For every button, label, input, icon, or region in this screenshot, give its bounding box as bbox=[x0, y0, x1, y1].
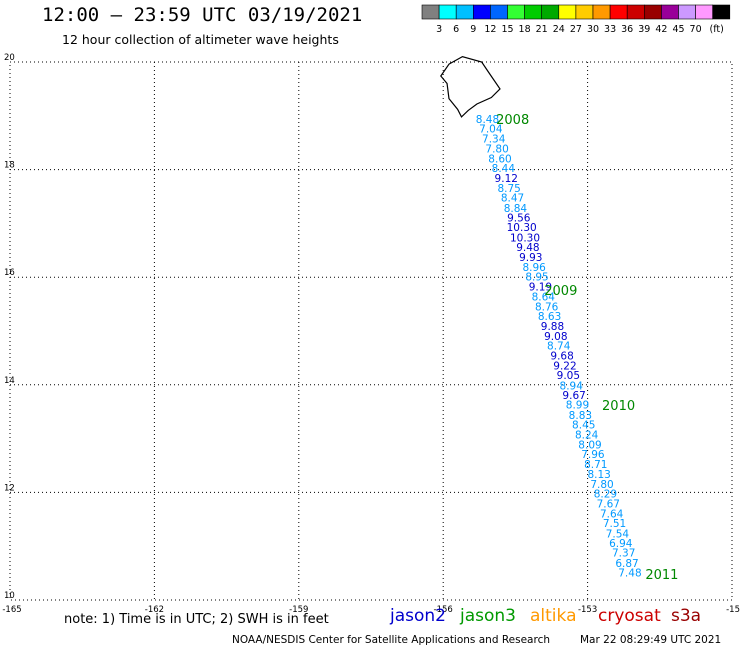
wave-height-label: 8.44 bbox=[492, 163, 516, 175]
wave-height-label: 9.68 bbox=[550, 351, 573, 363]
longitude-tick-label: -159 bbox=[289, 605, 308, 615]
generated-timestamp: Mar 22 08:29:49 UTC 2021 bbox=[580, 634, 722, 646]
legend-label: 18 bbox=[519, 24, 531, 35]
page-subtitle: 12 hour collection of altimeter wave hei… bbox=[62, 32, 339, 47]
wave-height-label: 8.74 bbox=[547, 341, 571, 353]
latitude-tick-label: 14 bbox=[4, 376, 15, 386]
wave-height-label: 10.30 bbox=[510, 232, 540, 244]
wave-height-label: 7.34 bbox=[482, 133, 506, 145]
wave-height-track: 8.487.047.347.808.608.449.128.758.478.84… bbox=[476, 114, 642, 580]
satellite-label-s3a: s3a bbox=[671, 606, 702, 626]
legend-label: 70 bbox=[690, 24, 702, 35]
legend-label: 24 bbox=[553, 24, 565, 35]
wave-height-label: 9.67 bbox=[562, 390, 585, 402]
wave-height-label: 9.56 bbox=[507, 212, 531, 224]
wave-height-label: 8.63 bbox=[538, 311, 561, 323]
legend-label: 3 bbox=[436, 24, 442, 35]
longitude-tick-label: -153 bbox=[578, 605, 597, 615]
wave-height-label: 9.05 bbox=[557, 370, 580, 382]
legend-label: 9 bbox=[470, 24, 476, 35]
wave-height-label: 8.48 bbox=[476, 114, 499, 126]
wave-height-label: 8.94 bbox=[560, 380, 584, 392]
legend-swatch bbox=[712, 4, 731, 20]
wave-height-label: 8.24 bbox=[575, 429, 599, 441]
wave-height-label: 9.19 bbox=[529, 281, 552, 293]
wave-height-label: 7.04 bbox=[479, 124, 503, 136]
longitude-tick-label: -156 bbox=[434, 605, 453, 615]
legend-label: 30 bbox=[587, 24, 599, 35]
wave-height-label: 6.94 bbox=[609, 538, 633, 550]
wave-height-label: 8.09 bbox=[578, 440, 601, 452]
wave-height-label: 8.84 bbox=[504, 203, 528, 215]
satellite-label-jason3: jason3 bbox=[460, 606, 516, 626]
latitude-tick-label: 18 bbox=[4, 161, 15, 171]
latitude-tick-label: 12 bbox=[4, 483, 15, 493]
wave-height-label: 9.48 bbox=[516, 242, 539, 254]
satellite-label-jason2: jason2 bbox=[390, 606, 446, 626]
wave-height-label: 9.88 bbox=[541, 321, 564, 333]
wave-height-label: 8.29 bbox=[594, 488, 617, 500]
legend-label: 33 bbox=[604, 24, 616, 35]
time-label: 2010 bbox=[602, 399, 635, 414]
satellite-label-altika: altika bbox=[530, 606, 577, 626]
wave-height-label: 8.64 bbox=[532, 292, 556, 304]
legend-label: 27 bbox=[570, 24, 582, 35]
legend-label: 12 bbox=[484, 24, 496, 35]
wave-height-label: 8.83 bbox=[569, 410, 592, 422]
wave-height-label: 9.08 bbox=[544, 331, 567, 343]
longitude-tick-label: -162 bbox=[145, 605, 164, 615]
credit-line: NOAA/NESDIS Center for Satellite Applica… bbox=[232, 634, 550, 646]
wave-height-label: 7.80 bbox=[590, 479, 613, 491]
time-label: 2009 bbox=[544, 284, 577, 299]
wave-height-label: 6.87 bbox=[615, 558, 638, 570]
latitude-tick-label: 16 bbox=[4, 268, 15, 278]
legend-label: 42 bbox=[655, 24, 667, 35]
wave-height-label: 8.45 bbox=[572, 420, 595, 432]
longitude-tick-label: -165 bbox=[2, 605, 21, 615]
time-label: 2008 bbox=[496, 113, 529, 128]
latitude-tick-label: 10 bbox=[4, 591, 15, 601]
wave-height-label: 7.80 bbox=[485, 144, 508, 156]
legend-label: 21 bbox=[536, 24, 548, 35]
legend-unit: (ft) bbox=[710, 24, 724, 35]
longitude-tick-label: -15 bbox=[726, 605, 740, 615]
wave-height-label: 8.71 bbox=[584, 459, 607, 471]
footnote: note: 1) Time is in UTC; 2) SWH is in fe… bbox=[64, 612, 329, 627]
time-label: 2011 bbox=[645, 568, 678, 583]
wave-height-label: 9.12 bbox=[495, 173, 518, 185]
wave-height-label: 7.54 bbox=[606, 528, 630, 540]
map-frame: -165 -162 -159 -156 -153 -15 20 18 16 14 12 10 bbox=[2, 53, 740, 615]
color-legend: 3 6 9 12 15 18 21 24 27 30 33 36 39 42 45 70 (ft) bbox=[421, 4, 731, 35]
legend-label: 45 bbox=[672, 24, 684, 35]
wave-height-label: 7.48 bbox=[618, 568, 641, 580]
wave-height-label: 8.95 bbox=[525, 272, 548, 284]
legend-label: 36 bbox=[621, 24, 633, 35]
map-border bbox=[9, 61, 733, 601]
wave-height-label: 8.13 bbox=[587, 469, 610, 481]
wave-height-label: 8.96 bbox=[522, 262, 546, 274]
wave-height-label: 7.64 bbox=[600, 508, 624, 520]
satellite-label-cryosat: cryosat bbox=[598, 606, 661, 626]
wave-height-label: 7.51 bbox=[603, 518, 626, 530]
wave-height-label: 9.93 bbox=[519, 252, 542, 264]
hawaii-coastline bbox=[440, 55, 501, 118]
latitude-tick-label: 20 bbox=[4, 53, 15, 63]
page-title: 12:00 – 23:59 UTC 03/19/2021 bbox=[42, 4, 363, 26]
wave-height-label: 8.60 bbox=[488, 153, 511, 165]
wave-height-label: 8.75 bbox=[497, 183, 520, 195]
wave-height-label: 10.30 bbox=[507, 222, 537, 234]
wave-height-label: 9.22 bbox=[553, 360, 576, 372]
wave-height-label: 7.37 bbox=[612, 548, 635, 560]
wave-height-label: 8.99 bbox=[566, 400, 589, 412]
legend-label: 39 bbox=[638, 24, 650, 35]
legend-label: 6 bbox=[453, 24, 459, 35]
wave-height-label: 7.67 bbox=[597, 499, 620, 511]
legend-label: 15 bbox=[501, 24, 513, 35]
wave-height-label: 7.96 bbox=[581, 449, 605, 461]
wave-height-label: 8.76 bbox=[535, 301, 559, 313]
wave-height-label: 8.47 bbox=[501, 193, 524, 205]
